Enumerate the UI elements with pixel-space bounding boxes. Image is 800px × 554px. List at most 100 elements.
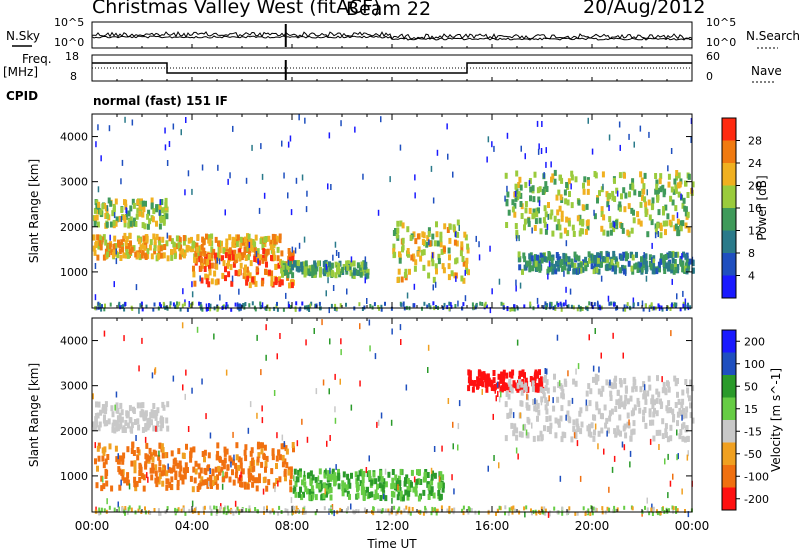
- velocity-cell-4: [545, 416, 549, 422]
- velocity-noise-cell: [658, 444, 660, 450]
- power-ground-cell: [632, 302, 635, 307]
- power-noise-cell: [120, 178, 122, 185]
- velocity-noise-cell: [524, 511, 526, 518]
- power-cell-5: [529, 195, 532, 202]
- velocity-ground-cell: [393, 505, 396, 510]
- velocity-cell-0: [161, 417, 165, 424]
- power-cell-2: [251, 276, 255, 283]
- power-cell-6: [622, 251, 626, 258]
- velocity-cell-4: [549, 422, 553, 429]
- velocity-cell-2: [422, 489, 426, 496]
- power-cell-4: [408, 268, 411, 275]
- velocity-cell-4: [590, 422, 594, 429]
- power-cell-1: [273, 238, 277, 245]
- velocity-cell-1: [218, 455, 222, 462]
- velocity-cell-2: [304, 486, 308, 493]
- velocity-cell-4: [592, 376, 595, 383]
- power-cell-6: [584, 256, 588, 263]
- power-cell-1: [162, 252, 166, 259]
- power-cell-5: [612, 226, 616, 233]
- power-cell-1: [246, 254, 250, 261]
- power-noise-cell: [536, 120, 539, 127]
- power-noise-cell: [504, 195, 506, 202]
- velocity-cell-4: [609, 382, 613, 389]
- power-cell-6: [614, 256, 618, 263]
- power-noise-cell: [330, 184, 332, 190]
- power-cell-3: [364, 273, 368, 280]
- power-cell-1: [205, 233, 208, 240]
- power-noise-cell: [106, 205, 109, 212]
- power-cell-5: [661, 184, 665, 191]
- velocity-cell-1: [193, 477, 197, 484]
- velocity-y-tick-label: 3000: [60, 380, 88, 393]
- velocity-cell-2: [370, 491, 374, 498]
- velocity-ground-cell: [510, 506, 513, 511]
- velocity-noise-cell: [611, 466, 614, 473]
- power-cell-6: [523, 264, 527, 271]
- power-cell-5: [654, 228, 658, 235]
- velocity-cell-1: [281, 454, 285, 461]
- power-cell-6: [644, 253, 648, 260]
- power-ground-cell: [226, 304, 229, 309]
- velocity-cell-1: [207, 464, 211, 471]
- velocity-ground-cell: [293, 506, 296, 510]
- power-cell-0: [158, 223, 162, 230]
- velocity-noise-cell: [283, 441, 286, 448]
- power-cell-2: [264, 269, 268, 275]
- power-cell-0: [158, 205, 162, 212]
- velocity-noise-cell: [667, 453, 669, 460]
- power-ground-cell: [273, 306, 276, 311]
- velocity-cell-1: [178, 471, 182, 478]
- power-cell-5: [584, 228, 588, 235]
- power-ground-cell: [208, 303, 210, 308]
- velocity-cell-1: [176, 462, 180, 469]
- power-ground-cell: [268, 307, 271, 312]
- power-cell-3: [337, 262, 341, 269]
- power-noise-cell: [676, 293, 678, 300]
- power-cell-6: [523, 256, 527, 263]
- power-noise-cell: [406, 292, 409, 299]
- velocity-ground-cell: [612, 509, 615, 514]
- power-noise-cell: [506, 132, 509, 139]
- velocity-cell-1: [163, 465, 167, 472]
- power-cell-4: [398, 253, 402, 260]
- power-cell-1: [233, 242, 237, 248]
- power-cell-6: [559, 261, 563, 268]
- velocity-noise-cell: [147, 476, 149, 483]
- velocity-cell-2: [417, 470, 421, 476]
- velocity-cell-4: [649, 419, 652, 426]
- velocity-cell-4: [646, 390, 650, 397]
- velocity-cell-2: [423, 476, 427, 483]
- velocity-cell-2: [358, 470, 362, 477]
- velocity-cell-1: [184, 462, 188, 469]
- power-ground-cell: [428, 303, 431, 308]
- velocity-cell-4: [546, 387, 550, 394]
- velocity-cell-2: [343, 486, 347, 493]
- velocity-cell-4: [578, 410, 582, 417]
- power-cell-1: [107, 247, 111, 253]
- velocity-ground-cell: [263, 510, 265, 515]
- velocity-cell-2: [293, 485, 297, 492]
- power-ground-cell: [443, 302, 446, 307]
- power-cell-1: [254, 234, 258, 241]
- power-cell-1: [113, 235, 117, 242]
- velocity-ground-cell: [195, 506, 197, 511]
- velocity-cell-4: [669, 435, 673, 442]
- power-cell-5: [669, 195, 673, 202]
- velocity-noise-cell: [322, 379, 325, 386]
- velocity-cell-1: [206, 482, 210, 489]
- velocity-noise-cell: [359, 380, 361, 387]
- power-ground-cell: [339, 303, 342, 308]
- power-noise-cell: [287, 259, 290, 266]
- power-cell-3: [281, 264, 285, 271]
- velocity-cell-4: [593, 429, 596, 436]
- power-cell-2: [233, 249, 237, 256]
- power-cell-1: [243, 236, 247, 243]
- velocity-ground-cell: [98, 507, 101, 512]
- power-cell-6: [673, 259, 677, 265]
- power-cell-2: [201, 262, 205, 269]
- power-cell-5: [641, 194, 644, 201]
- velocity-ground-cell: [241, 508, 244, 512]
- velocity-cell-2: [439, 493, 443, 500]
- velocity-cell-2: [341, 480, 345, 487]
